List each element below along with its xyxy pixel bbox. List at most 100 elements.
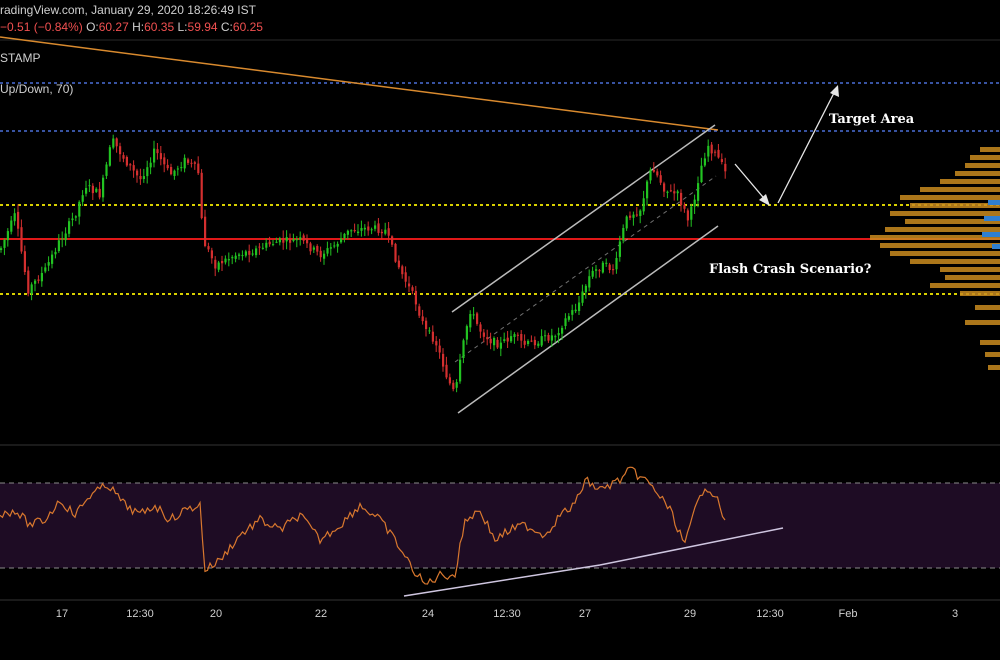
candle-body — [591, 270, 594, 277]
volume-profile-bar — [980, 147, 1000, 152]
candle-body — [394, 243, 397, 262]
candle-body — [414, 290, 417, 305]
candle-body — [173, 170, 176, 176]
candle-body — [227, 259, 230, 261]
flash-crash-label[interactable]: Flash Crash Scenario? — [709, 262, 872, 277]
candle-body — [629, 215, 632, 218]
candle-body — [479, 324, 482, 332]
candle-body — [523, 340, 526, 345]
candle-body — [302, 235, 305, 241]
volume-profile — [870, 147, 1000, 370]
x-tick-label: 29 — [684, 608, 696, 620]
candle-body — [210, 250, 213, 259]
candle-body — [261, 247, 264, 249]
candle-body — [469, 314, 472, 328]
projection-arrows[interactable] — [734, 85, 839, 206]
candle-body — [680, 192, 683, 206]
candle-body — [295, 239, 298, 241]
symbol-label[interactable]: STAMP — [0, 51, 41, 65]
candle-body — [292, 239, 295, 241]
channel-mid-line[interactable] — [454, 175, 717, 363]
candle-body — [408, 283, 411, 287]
candle-body — [17, 211, 20, 229]
candle-body — [153, 148, 156, 163]
candle-body — [231, 257, 234, 259]
candle-body — [360, 228, 363, 231]
candle-body — [149, 162, 152, 168]
volume-profile-bar — [965, 163, 1000, 168]
candle-body — [380, 231, 383, 234]
candle-body — [163, 157, 166, 165]
volume-profile-bar-highlight — [984, 216, 1000, 221]
volume-profile-bar-highlight — [988, 200, 1000, 205]
volume-profile-bar — [905, 219, 1000, 224]
oscillator-divergence-line-1[interactable] — [403, 564, 601, 597]
volume-profile-bar — [975, 305, 1000, 310]
volume-profile-bar — [945, 275, 1000, 280]
candle-body — [584, 285, 587, 293]
candle-body — [340, 238, 343, 243]
ohlc-row: −0.51 (−0.84%) O:60.27 H:60.35 L:59.94 C… — [0, 20, 263, 34]
descending-trendline[interactable] — [0, 36, 719, 131]
candle-body — [278, 238, 281, 243]
candle-body — [544, 335, 547, 337]
candle-body — [44, 267, 47, 272]
candle-body — [649, 169, 652, 181]
volume-profile-bar — [890, 251, 1000, 256]
channel-lower-line[interactable] — [457, 225, 719, 414]
target-area-label[interactable]: Target Area — [829, 112, 915, 127]
x-tick-label: Feb — [839, 608, 858, 620]
candle-body — [13, 213, 16, 222]
x-tick-label: 27 — [579, 608, 591, 620]
candle-body — [625, 216, 628, 229]
candle-body — [61, 238, 64, 240]
volume-profile-bar — [940, 179, 1000, 184]
candle-body — [316, 246, 319, 252]
candle-body — [47, 262, 50, 266]
volume-profile-bar-highlight — [982, 232, 1000, 237]
candle-body — [605, 262, 608, 264]
up-arrow-path[interactable] — [777, 88, 837, 204]
candle-body — [370, 229, 373, 231]
candle-body — [34, 280, 37, 284]
candle-body — [51, 254, 54, 264]
candle-body — [462, 340, 465, 358]
candle-body — [132, 165, 135, 171]
candle-body — [567, 316, 570, 320]
candle-body — [690, 206, 693, 220]
candle-body — [663, 183, 666, 192]
candle-body — [102, 177, 105, 198]
channel-upper-line[interactable] — [451, 124, 716, 313]
candle-body — [108, 147, 111, 166]
oscillator-divergence-line-2[interactable] — [599, 527, 784, 566]
candle-body — [336, 243, 339, 247]
candle-body — [159, 153, 162, 160]
candle-body — [595, 269, 598, 271]
candle-body — [85, 188, 88, 194]
candle-body — [513, 334, 516, 337]
candle-body — [23, 251, 26, 272]
volume-profile-bar — [930, 283, 1000, 288]
candle-body — [714, 151, 717, 153]
candle-body — [686, 210, 689, 221]
candle-body — [673, 191, 676, 194]
candle-body — [176, 168, 179, 170]
candle-body — [129, 164, 132, 166]
candle-body — [428, 330, 431, 332]
candle-body — [258, 246, 261, 248]
candle-body — [20, 227, 23, 252]
candle-body — [489, 338, 492, 344]
candle-body — [30, 284, 33, 294]
candle-body — [516, 334, 519, 336]
candle-body — [520, 334, 523, 341]
down-arrow-path[interactable] — [734, 163, 769, 204]
candle-body — [506, 337, 509, 342]
candle-body — [533, 339, 536, 346]
volume-profile-bar — [920, 187, 1000, 192]
candle-body — [251, 253, 254, 255]
candle-body — [183, 157, 186, 169]
candle-body — [81, 195, 84, 202]
candle-body — [455, 382, 458, 388]
indicator-label[interactable]: Up/Down, 70) — [0, 82, 74, 96]
